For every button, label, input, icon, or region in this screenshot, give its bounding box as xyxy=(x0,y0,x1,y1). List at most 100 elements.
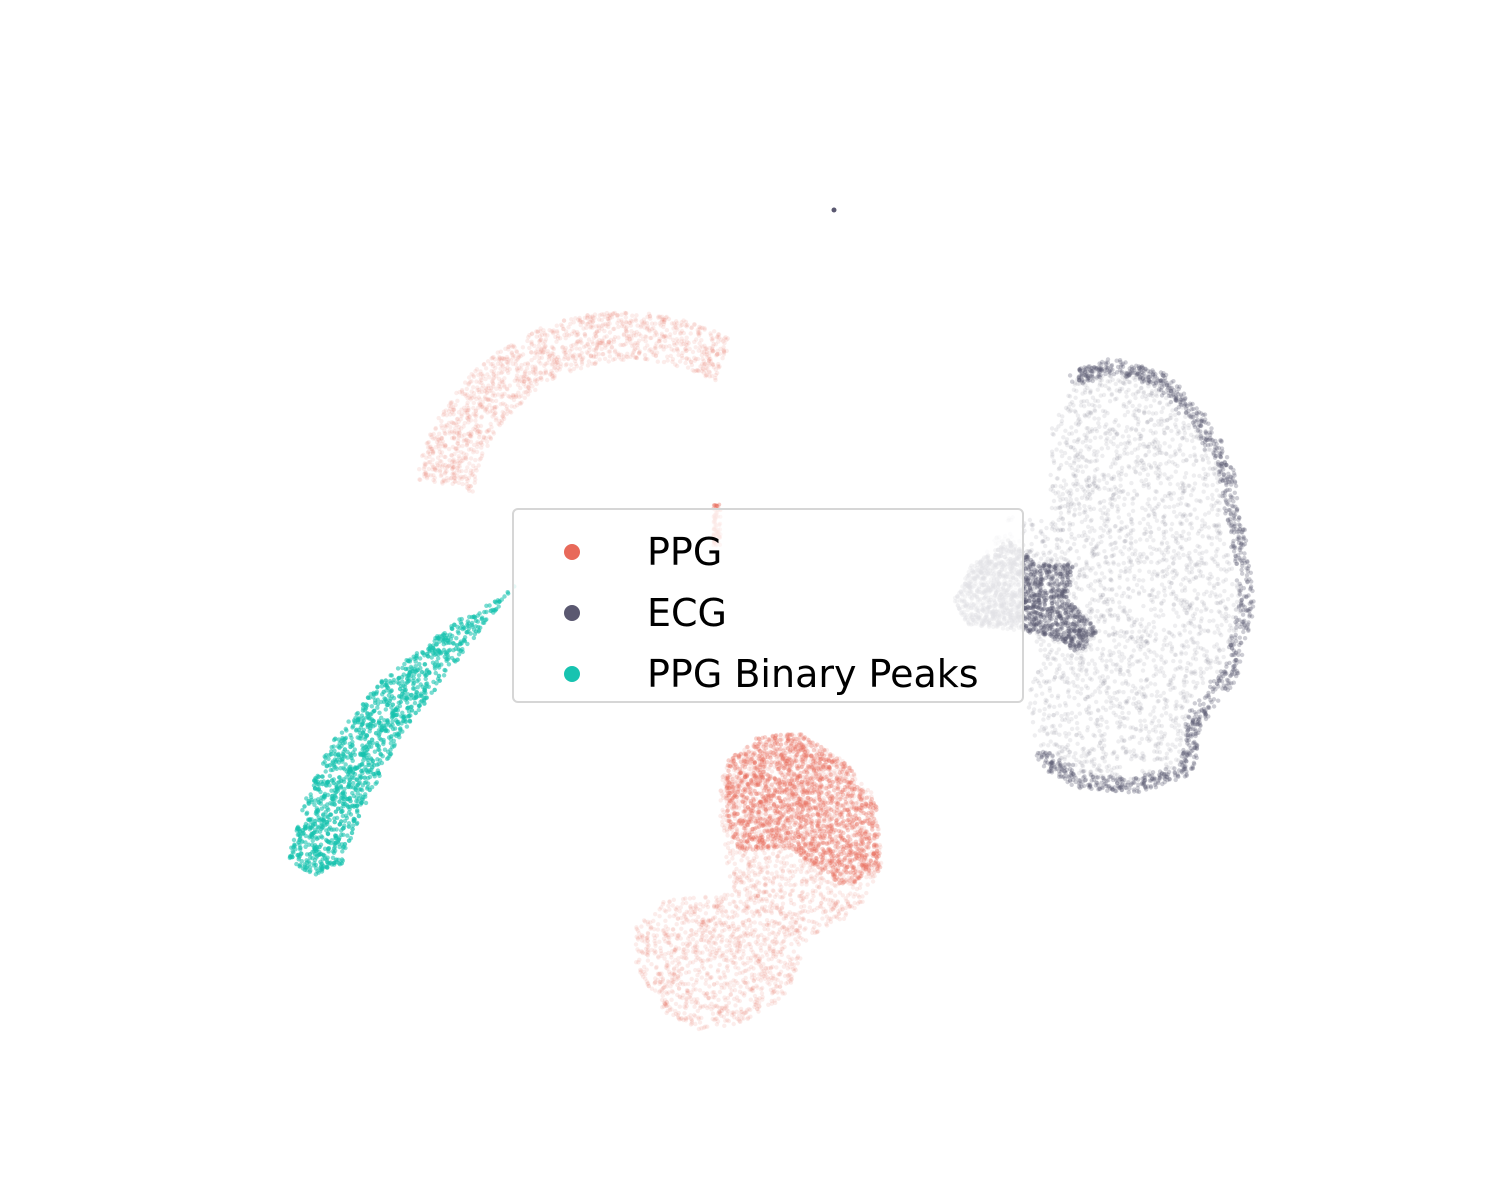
ppg-point xyxy=(581,344,587,350)
ppg-point xyxy=(706,358,712,364)
ppg-point xyxy=(742,962,747,967)
ppg-point xyxy=(473,418,478,423)
ppg-point xyxy=(567,367,572,372)
ppg-point xyxy=(702,927,708,933)
ppg-point xyxy=(572,352,577,357)
ppg-point xyxy=(722,927,727,933)
ppg-point xyxy=(651,350,656,355)
ppg-point xyxy=(682,951,687,956)
ppg-point xyxy=(471,400,476,406)
ppg-point xyxy=(602,328,607,334)
ppg-point xyxy=(653,353,659,358)
ppg-point xyxy=(518,393,524,398)
ppg-point xyxy=(858,841,864,847)
ppg-point xyxy=(426,440,431,445)
ppg-point xyxy=(427,454,432,459)
ppg-point xyxy=(716,361,721,367)
ppg-point xyxy=(764,898,770,904)
ppg-point xyxy=(705,366,710,371)
ppg-point xyxy=(684,900,689,906)
ppg-point xyxy=(455,459,460,464)
ppg-point xyxy=(490,377,496,382)
ppg-point xyxy=(818,904,824,909)
ppg-point xyxy=(696,1015,701,1020)
ppg-point xyxy=(795,840,801,845)
ppg-point xyxy=(681,330,686,336)
ppg-point xyxy=(703,895,708,900)
ppg-point xyxy=(664,960,670,965)
ppg-point xyxy=(729,933,734,938)
ppg-point xyxy=(703,992,708,997)
ppg-point xyxy=(716,967,721,973)
ppg-point xyxy=(469,372,474,377)
ppg-point xyxy=(734,866,739,872)
ppg-point xyxy=(778,849,783,854)
ppg-point xyxy=(560,344,565,350)
ppg-point xyxy=(456,433,462,438)
ppg-point xyxy=(716,332,721,337)
ppg-point xyxy=(669,997,674,1002)
ppg-point xyxy=(857,885,863,890)
ppg-point xyxy=(682,920,687,925)
ppg-point xyxy=(657,979,662,985)
ppg-point xyxy=(603,343,608,348)
ppg-point xyxy=(763,950,769,955)
ppg-point xyxy=(754,1000,759,1006)
ppg-point xyxy=(733,1003,738,1008)
ppg-point xyxy=(871,836,877,841)
ppg-point xyxy=(531,371,537,376)
ppg-point xyxy=(483,366,489,371)
ppg-point xyxy=(720,815,726,820)
ppg-point xyxy=(501,356,506,362)
ppg-point xyxy=(538,326,543,331)
ppg-point xyxy=(468,393,473,399)
ppg-point xyxy=(585,315,590,320)
ppg-point xyxy=(768,965,774,970)
ppg-point xyxy=(681,947,686,952)
ppg-point xyxy=(418,477,423,482)
ppg-point xyxy=(843,905,848,911)
ppg-point xyxy=(738,984,743,989)
ppg-point xyxy=(420,453,425,459)
ppg-point xyxy=(783,981,789,986)
ppg-point xyxy=(767,893,773,898)
ppg-point xyxy=(696,368,701,374)
ppg-point xyxy=(456,460,461,466)
ppg-point xyxy=(667,914,672,919)
ppg-point xyxy=(656,922,661,927)
ppg-point xyxy=(578,337,583,342)
ppg-point xyxy=(746,905,751,911)
ppg-point xyxy=(634,355,639,360)
ppg-point xyxy=(707,937,713,942)
ppg-point xyxy=(763,865,768,870)
ppg-point xyxy=(513,394,519,399)
ppg-point xyxy=(434,468,439,473)
ppg-point xyxy=(699,1026,704,1031)
ppg-point xyxy=(870,879,876,884)
ppg-point xyxy=(474,414,479,419)
ppg-point xyxy=(658,948,664,954)
ppg-point xyxy=(468,468,474,473)
ppg-point xyxy=(653,988,658,993)
ppg-point xyxy=(539,337,544,342)
ppg-point xyxy=(757,861,762,866)
ppg-point xyxy=(833,902,838,907)
ppg-point xyxy=(717,989,723,995)
ppg-point xyxy=(461,424,466,429)
ppg-point xyxy=(686,1015,691,1020)
ppg-point xyxy=(795,955,800,961)
ppg-point xyxy=(636,351,642,356)
ppg-point xyxy=(465,440,470,446)
ppg-point xyxy=(859,781,864,787)
ppg-point xyxy=(829,881,834,886)
ppg-point xyxy=(430,464,436,470)
ppg-point xyxy=(417,467,422,472)
ppg-point xyxy=(662,338,668,344)
ppg-point xyxy=(474,412,479,417)
ppg-point xyxy=(462,391,468,397)
ppg-point xyxy=(785,854,790,859)
ppg-point xyxy=(559,322,564,327)
ppg-point xyxy=(841,916,847,921)
ppg-point xyxy=(664,328,670,333)
ppg-point xyxy=(734,850,739,855)
